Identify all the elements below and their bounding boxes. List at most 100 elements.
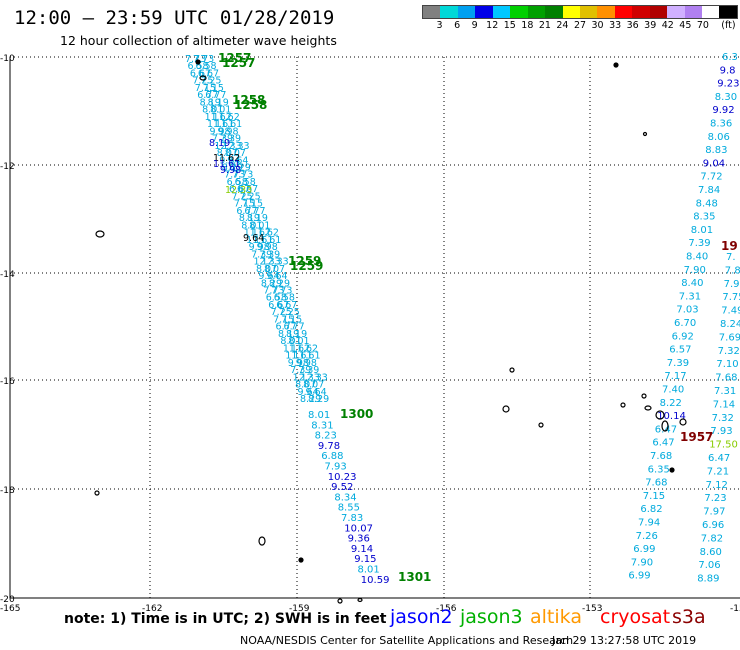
swh-value-label: 9.64	[298, 387, 319, 398]
track-time-label: 1257	[218, 51, 251, 65]
swh-value-label: 12.33	[301, 372, 328, 383]
swh-value-label: 6.77	[197, 90, 218, 101]
swh-value-label: 9.15	[354, 554, 376, 565]
swh-value-label: 7.73	[271, 285, 292, 296]
swh-value-label: 9.64	[227, 155, 248, 166]
island-outline	[95, 230, 105, 238]
swh-value-label: 8.01	[280, 336, 301, 347]
track-time-label: 1259	[290, 259, 323, 273]
swh-value-label: 7.73	[193, 54, 214, 65]
swh-value-label: 7.14	[713, 399, 735, 410]
colorbar-swatch	[667, 6, 685, 18]
swh-value-label: 9.98	[257, 242, 278, 253]
swh-value-label: 8.83	[705, 145, 727, 156]
swh-value-label: 11.62	[252, 228, 279, 239]
colorbar-label: 39	[644, 20, 657, 31]
colorbar-swatch	[440, 6, 458, 18]
colorbar-label: 18	[521, 20, 534, 31]
longitude-tick-label: -159	[289, 604, 310, 614]
swh-value-label: 7.84	[698, 185, 720, 196]
island-outline	[613, 62, 619, 68]
swh-value-label: 8.19	[200, 97, 221, 108]
swh-value-label: 12.33	[214, 141, 241, 152]
colorbar-swatch	[510, 6, 528, 18]
colorbar-label: 70	[696, 20, 709, 31]
colorbar-label: 42	[661, 20, 674, 31]
swh-value-label: 11.62	[291, 343, 318, 354]
legend-item-s3a: s3a	[672, 606, 706, 628]
swh-value-label: 11.62	[205, 112, 232, 123]
swh-value-label: 6.67	[229, 184, 250, 195]
swh-value-label: 8.07	[303, 380, 324, 391]
legend-item-altika: altika	[530, 606, 582, 628]
swh-value-label: 8.07	[264, 264, 285, 275]
track-time-label: 1257	[222, 56, 255, 70]
swh-value-label: 7.39	[212, 134, 233, 145]
swh-value-label: 8.19	[286, 329, 307, 340]
island-outline	[357, 597, 363, 603]
colorbar-label: 15	[503, 20, 516, 31]
swh-value-label: 7.25	[271, 307, 292, 318]
swh-value-label: 8.23	[315, 431, 337, 442]
swh-value-label: 7.39	[290, 365, 311, 376]
swh-value-label: 10.59	[361, 575, 390, 586]
colorbar-swatch	[684, 6, 702, 18]
island-outline	[195, 59, 201, 65]
swh-value-label: 7.15	[643, 491, 665, 502]
swh-value-label: 11.61	[215, 119, 242, 130]
track-time-label: 1258	[234, 98, 267, 112]
island-dot	[614, 63, 618, 67]
swh-value-label: 9.64	[306, 387, 327, 398]
swh-value-label: 9.64	[243, 233, 264, 244]
swh-value-label: 6.96	[702, 520, 724, 531]
colorbar-labels: 3 6 9 12 15 18 21 24 27 30 33 36 39 42 45 70 (ft)	[422, 20, 738, 34]
longitude-tick-label: -153	[582, 604, 602, 614]
island-outline	[538, 422, 544, 428]
credit-text: NOAA/NESDIS Center for Satellite Applica…	[240, 634, 574, 647]
swh-value-label: 7.9	[724, 279, 740, 290]
colorbar-swatch	[649, 6, 668, 18]
swh-value-label: 7.39	[259, 249, 280, 260]
swh-value-label: 8.40	[681, 278, 703, 289]
swh-value-label: 7.15	[203, 83, 224, 94]
swh-value-label: 6.88	[321, 451, 343, 462]
track-time-label: 1258	[232, 93, 265, 107]
swh-value-label: 9.98	[217, 126, 238, 137]
swh-value-label: 7.97	[703, 507, 725, 518]
island-outline	[661, 420, 669, 432]
timestamp-text: Jan 29 13:27:58 UTC 2019	[552, 634, 697, 647]
colorbar-label: 6	[454, 20, 461, 31]
swh-value-label: 7.10	[716, 359, 738, 370]
swh-value-label: 11.62	[213, 153, 240, 164]
swh-value-label: 9.23	[717, 79, 739, 90]
swh-value-label: 8.29	[269, 278, 290, 289]
latitude-tick-label: -20	[0, 595, 15, 605]
swh-value-label: 8.19	[209, 138, 230, 149]
colorbar-label: 3	[436, 20, 443, 31]
swh-value-label: 10.07	[344, 523, 373, 534]
swh-value-label: 9.78	[318, 441, 340, 452]
island-outline	[199, 75, 207, 81]
swh-value-label: 7.31	[714, 386, 736, 397]
legend-item-jason3: jason3	[460, 606, 523, 628]
swh-value-label: 8.19	[239, 213, 260, 224]
track-time-label: 19	[721, 239, 738, 253]
swh-value-label: 11.61	[213, 159, 240, 170]
swh-value-label: 6.58	[266, 293, 287, 304]
swh-value-label: 7.26	[636, 531, 658, 542]
swh-value-label: 8.07	[295, 380, 316, 391]
longitude-tick-label: -150	[730, 604, 740, 614]
swh-value-label: 9.98	[249, 242, 270, 253]
legend-item-jason2: jason2	[390, 606, 453, 628]
swh-value-label: 8.01	[288, 336, 309, 347]
swh-value-label: 8.40	[686, 252, 708, 263]
longitude-tick-label: -156	[436, 604, 457, 614]
swh-value-label: 6.58	[195, 61, 216, 72]
swh-value-label: 6.47	[655, 424, 677, 435]
swh-value-label: 8.31	[311, 420, 333, 431]
swh-value-label: 7.73	[232, 170, 253, 181]
swh-value-label: 11.61	[293, 351, 320, 362]
swh-value-label: 7.17	[664, 371, 686, 382]
swh-value-label: 12.33	[262, 257, 289, 268]
